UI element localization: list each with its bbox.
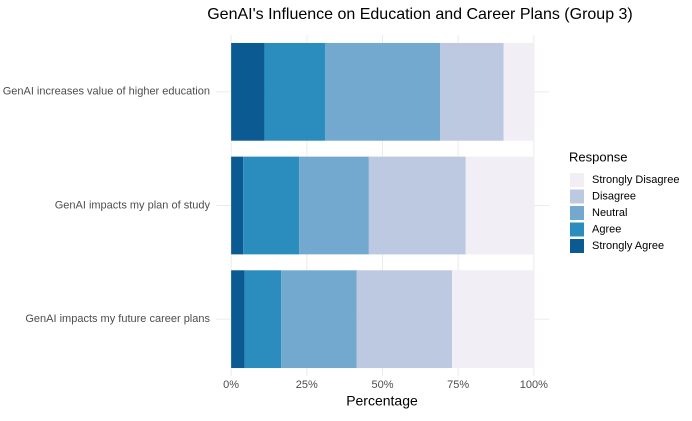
bar-segment	[281, 270, 357, 369]
bar-segment	[264, 42, 325, 141]
legend-label: Strongly Disagree	[592, 174, 679, 186]
legend-label: Agree	[592, 223, 621, 235]
bar-segment	[231, 156, 244, 255]
y-tick-label: GenAI impacts my plan of study	[55, 199, 211, 211]
x-tick-label: 25%	[296, 379, 318, 391]
bar-segment	[503, 42, 534, 141]
bar-segment	[231, 270, 245, 369]
bar-segment	[231, 42, 265, 141]
chart-title: GenAI's Influence on Education and Caree…	[207, 6, 633, 23]
legend-key	[570, 222, 584, 237]
bar-segment	[299, 156, 369, 255]
y-tick-label: GenAI impacts my future career plans	[25, 313, 210, 325]
legend-title: Response	[569, 149, 628, 164]
bar-segment	[465, 156, 534, 255]
bar-segment	[324, 42, 441, 141]
legend-key	[570, 206, 584, 220]
x-tick-label: 75%	[447, 379, 469, 391]
legend-label: Neutral	[592, 207, 627, 219]
y-tick-label: GenAI increases value of higher educatio…	[3, 86, 210, 98]
x-tick-label: 50%	[371, 379, 393, 391]
bar-segment	[356, 270, 453, 369]
legend-label: Disagree	[592, 190, 636, 202]
legend-key	[570, 239, 584, 253]
bar-segment	[368, 156, 466, 255]
x-tick-label: 0%	[223, 379, 239, 391]
legend-key	[570, 189, 584, 204]
bar-segment	[243, 156, 300, 255]
bar-segment	[244, 270, 282, 369]
legend-label: Strongly Agree	[592, 240, 664, 252]
bar-segment	[440, 42, 504, 141]
legend-key	[570, 173, 584, 187]
bar-segment	[452, 270, 534, 369]
x-axis-label: Percentage	[346, 393, 418, 409]
x-tick-label: 100%	[520, 379, 548, 391]
